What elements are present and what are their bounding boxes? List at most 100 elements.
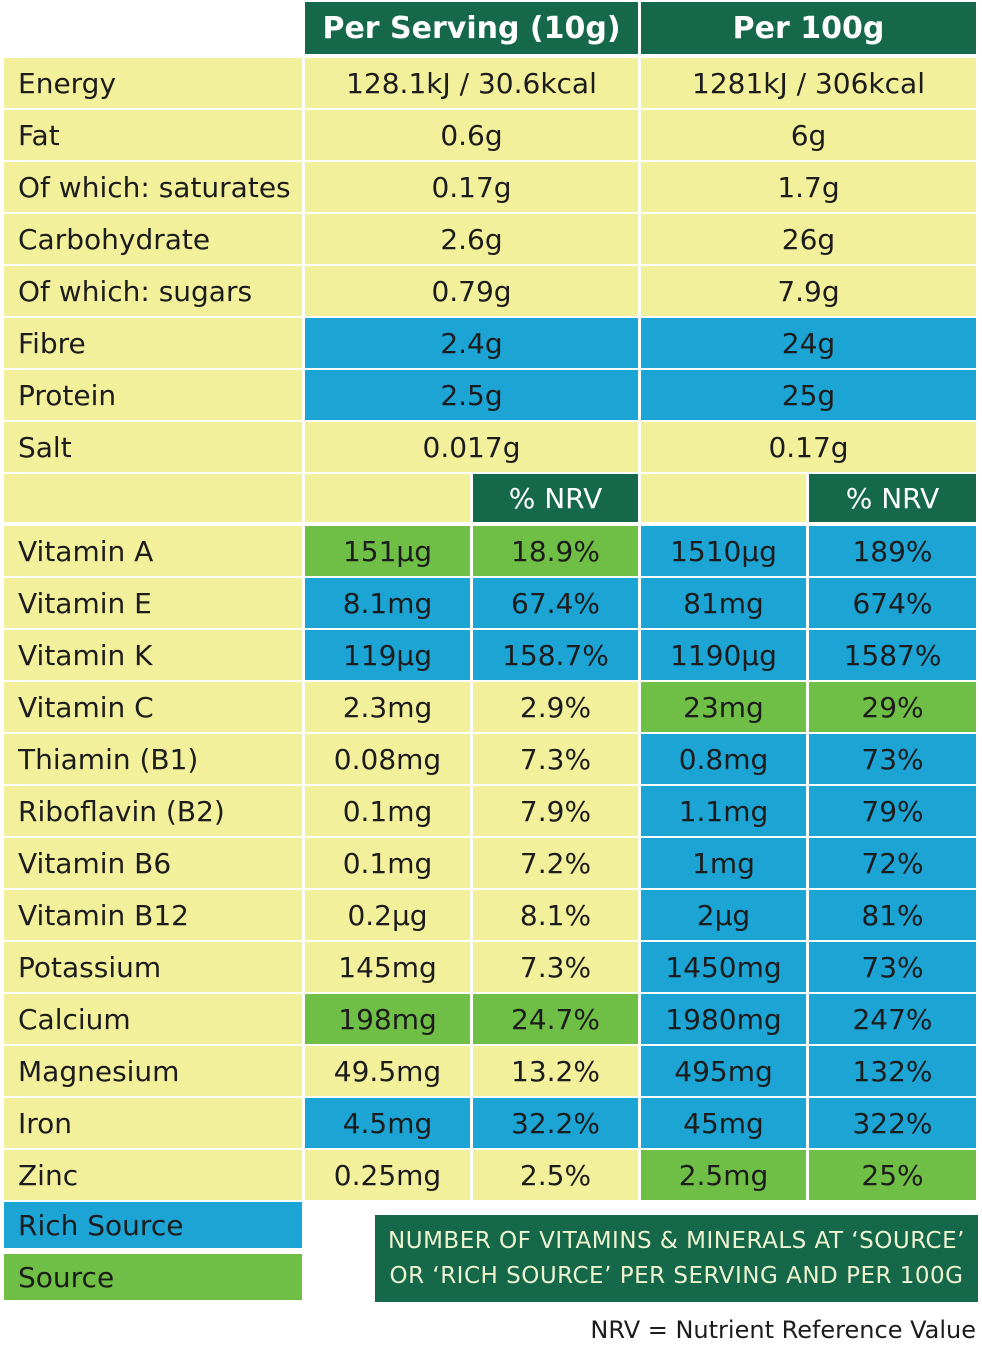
nrv-cell: 247% — [809, 994, 976, 1044]
nrv-cell: 67.4% — [473, 578, 638, 628]
note-box: NUMBER OF VITAMINS & MINERALS AT ‘SOURCE… — [375, 1215, 978, 1302]
value-cell: 81mg — [641, 578, 806, 628]
row-label: Calcium — [4, 994, 302, 1044]
nrv-cell: 73% — [809, 942, 976, 992]
value-cell: 0.8mg — [641, 734, 806, 784]
nrv-cell: 18.9% — [473, 526, 638, 576]
nrv-header: % NRV — [473, 474, 638, 522]
column-header: Per Serving (10g) — [305, 2, 638, 54]
nrv-header: % NRV — [809, 474, 976, 522]
row-label: Zinc — [4, 1150, 302, 1200]
value-cell: 1.7g — [641, 162, 976, 212]
row-label: Potassium — [4, 942, 302, 992]
footnote: NRV = Nutrient Reference Value — [590, 1316, 976, 1344]
value-cell: 49.5mg — [305, 1046, 470, 1096]
value-cell: 0.6g — [305, 110, 638, 160]
column-header: Per 100g — [641, 2, 976, 54]
value-cell: 2.3mg — [305, 682, 470, 732]
value-cell: 1281kJ / 306kcal — [641, 58, 976, 108]
value-cell: 1450mg — [641, 942, 806, 992]
row-label: Vitamin B6 — [4, 838, 302, 888]
note-line: NUMBER OF VITAMINS & MINERALS AT ‘SOURCE… — [388, 1227, 965, 1254]
row-label: Energy — [4, 58, 302, 108]
row-label: Iron — [4, 1098, 302, 1148]
value-cell: 0.08mg — [305, 734, 470, 784]
row-label: Salt — [4, 422, 302, 472]
row-label: Of which: sugars — [4, 266, 302, 316]
row-label: Vitamin B12 — [4, 890, 302, 940]
value-cell: 151µg — [305, 526, 470, 576]
value-cell: 1.1mg — [641, 786, 806, 836]
nrv-cell: 73% — [809, 734, 976, 784]
value-cell: 2.6g — [305, 214, 638, 264]
value-cell: 2.4g — [305, 318, 638, 368]
nrv-cell: 72% — [809, 838, 976, 888]
row-label: Magnesium — [4, 1046, 302, 1096]
value-cell: 0.79g — [305, 266, 638, 316]
nrv-cell: 7.3% — [473, 734, 638, 784]
row-label: Vitamin A — [4, 526, 302, 576]
legend-item: Source — [4, 1254, 302, 1300]
value-cell: 0.25mg — [305, 1150, 470, 1200]
value-cell: 25g — [641, 370, 976, 420]
value-cell: 26g — [641, 214, 976, 264]
value-cell: 6g — [641, 110, 976, 160]
value-cell: 1510µg — [641, 526, 806, 576]
value-cell: 495mg — [641, 1046, 806, 1096]
nrv-cell: 322% — [809, 1098, 976, 1148]
value-cell: 119µg — [305, 630, 470, 680]
nrv-cell: 7.9% — [473, 786, 638, 836]
row-label: Carbohydrate — [4, 214, 302, 264]
value-cell: 23mg — [641, 682, 806, 732]
row-label: Riboflavin (B2) — [4, 786, 302, 836]
row-label: Protein — [4, 370, 302, 420]
value-cell: 1980mg — [641, 994, 806, 1044]
value-cell: 145mg — [305, 942, 470, 992]
blank-cell — [641, 474, 806, 522]
nrv-cell: 132% — [809, 1046, 976, 1096]
value-cell: 24g — [641, 318, 976, 368]
value-cell: 8.1mg — [305, 578, 470, 628]
value-cell: 1190µg — [641, 630, 806, 680]
value-cell: 1mg — [641, 838, 806, 888]
value-cell: 0.017g — [305, 422, 638, 472]
value-cell: 2.5g — [305, 370, 638, 420]
nrv-cell: 189% — [809, 526, 976, 576]
value-cell: 128.1kJ / 30.6kcal — [305, 58, 638, 108]
blank-cell — [4, 474, 302, 522]
legend-item: Rich Source — [4, 1202, 302, 1248]
value-cell: 2µg — [641, 890, 806, 940]
value-cell: 0.17g — [641, 422, 976, 472]
nrv-cell: 158.7% — [473, 630, 638, 680]
nrv-cell: 8.1% — [473, 890, 638, 940]
nrv-cell: 32.2% — [473, 1098, 638, 1148]
row-label: Vitamin E — [4, 578, 302, 628]
row-label: Of which: saturates — [4, 162, 302, 212]
nrv-cell: 13.2% — [473, 1046, 638, 1096]
row-label: Vitamin C — [4, 682, 302, 732]
nrv-cell: 79% — [809, 786, 976, 836]
value-cell: 7.9g — [641, 266, 976, 316]
value-cell: 0.17g — [305, 162, 638, 212]
nrv-cell: 2.5% — [473, 1150, 638, 1200]
nrv-cell: 7.3% — [473, 942, 638, 992]
nrv-cell: 2.9% — [473, 682, 638, 732]
value-cell: 45mg — [641, 1098, 806, 1148]
nrv-cell: 25% — [809, 1150, 976, 1200]
nrv-cell: 81% — [809, 890, 976, 940]
blank-cell — [305, 474, 470, 522]
nrv-cell: 24.7% — [473, 994, 638, 1044]
nrv-cell: 1587% — [809, 630, 976, 680]
value-cell: 2.5mg — [641, 1150, 806, 1200]
row-label: Vitamin K — [4, 630, 302, 680]
value-cell: 0.1mg — [305, 786, 470, 836]
value-cell: 0.2µg — [305, 890, 470, 940]
row-label: Thiamin (B1) — [4, 734, 302, 784]
value-cell: 198mg — [305, 994, 470, 1044]
nrv-cell: 7.2% — [473, 838, 638, 888]
value-cell: 0.1mg — [305, 838, 470, 888]
value-cell: 4.5mg — [305, 1098, 470, 1148]
nrv-cell: 674% — [809, 578, 976, 628]
row-label: Fat — [4, 110, 302, 160]
